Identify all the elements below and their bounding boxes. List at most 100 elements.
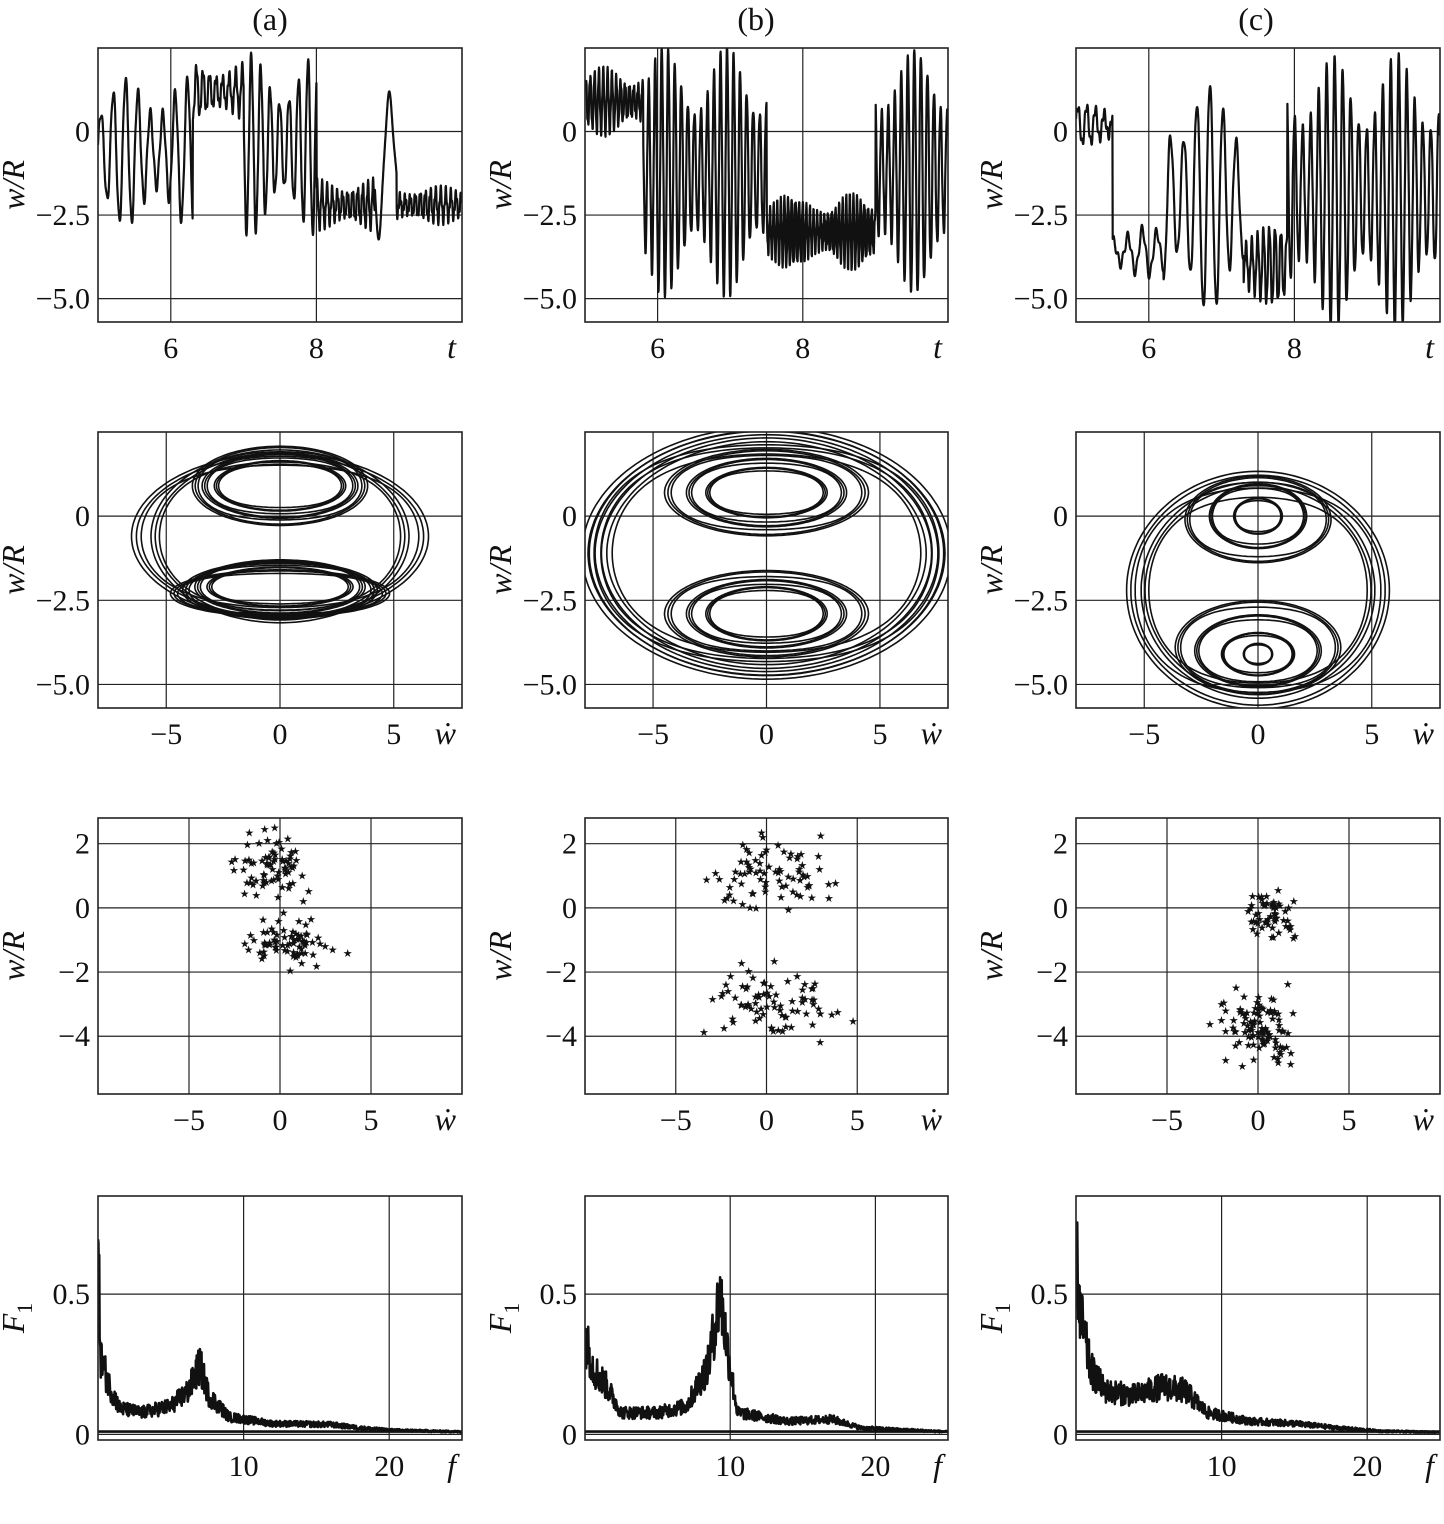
phase-orbit xyxy=(690,462,843,523)
poincare-point: ★ xyxy=(1252,997,1262,1009)
poincare-point: ★ xyxy=(777,882,787,894)
poincare-point: ★ xyxy=(289,934,299,946)
poincare-point: ★ xyxy=(1254,1004,1264,1016)
poincare-point: ★ xyxy=(1248,1040,1258,1052)
poincare-point: ★ xyxy=(1255,914,1265,926)
poincare-point: ★ xyxy=(257,953,267,965)
plot-frame xyxy=(1075,1195,1441,1441)
poincare-point: ★ xyxy=(751,903,761,915)
poincare-point: ★ xyxy=(759,868,769,880)
poincare-point: ★ xyxy=(752,1007,762,1019)
y-tick-label: 0 xyxy=(1053,892,1068,925)
y-tick-label: −5.0 xyxy=(1014,283,1068,316)
poincare-point: ★ xyxy=(738,839,748,851)
poincare-point: ★ xyxy=(1262,1036,1272,1048)
poincare-point: ★ xyxy=(1221,1055,1231,1067)
poincare-point: ★ xyxy=(291,952,301,964)
time-series-trace xyxy=(1076,52,1440,322)
poincare-point: ★ xyxy=(264,853,274,865)
poincare-point: ★ xyxy=(1249,1055,1259,1067)
x-tick-label: 5 xyxy=(364,1104,379,1137)
poincare-point: ★ xyxy=(783,904,793,916)
panel-phase-portrait-a: −5 0 5 0 −2.5 −5.0 ẇ w/R xyxy=(0,431,463,751)
poincare-point: ★ xyxy=(1288,1008,1298,1020)
poincare-point: ★ xyxy=(773,868,783,880)
poincare-point: ★ xyxy=(729,895,739,907)
poincare-point: ★ xyxy=(251,875,261,887)
poincare-point: ★ xyxy=(807,984,817,996)
poincare-point: ★ xyxy=(1254,892,1264,904)
y-tick-label: −2.5 xyxy=(523,584,577,617)
poincare-point: ★ xyxy=(1253,1008,1263,1020)
poincare-point: ★ xyxy=(242,877,252,889)
poincare-point: ★ xyxy=(827,1010,837,1022)
poincare-point: ★ xyxy=(1257,894,1267,906)
poincare-point: ★ xyxy=(743,1001,753,1013)
poincare-point: ★ xyxy=(1230,1026,1240,1038)
poincare-point: ★ xyxy=(1263,1027,1273,1039)
phase-orbit xyxy=(1184,475,1332,564)
y-tick-label: −5.0 xyxy=(36,668,90,701)
poincare-point: ★ xyxy=(289,861,299,873)
x-tick-label: 5 xyxy=(1342,1104,1357,1137)
poincare-point: ★ xyxy=(1271,903,1281,915)
phase-orbit xyxy=(201,452,359,520)
plot-frame xyxy=(584,431,949,709)
poincare-point: ★ xyxy=(769,996,779,1008)
poincare-point: ★ xyxy=(293,949,303,961)
poincare-point: ★ xyxy=(1257,891,1267,903)
poincare-point: ★ xyxy=(1219,998,1229,1010)
poincare-point: ★ xyxy=(1271,913,1281,925)
poincare-point: ★ xyxy=(741,984,751,996)
y-tick-label: −2.5 xyxy=(1014,584,1068,617)
poincare-point: ★ xyxy=(268,864,278,876)
poincare-point: ★ xyxy=(770,1002,780,1014)
y-tick-label: 0 xyxy=(562,500,577,533)
y-tick-label: 0 xyxy=(75,116,90,149)
phase-orbit xyxy=(600,447,933,660)
poincare-point: ★ xyxy=(702,874,712,886)
column-title-a: (a) xyxy=(252,1,288,37)
panel-poincare-a: ★★★★★★ ★★★★★★★★★★★ ★★★★★★ ★ ★★★★★★★★★★★ ★★★★★… xyxy=(0,817,463,1137)
phase-orbit xyxy=(1125,470,1391,708)
poincare-point: ★ xyxy=(1221,1006,1231,1018)
poincare-point: ★ xyxy=(1254,999,1264,1011)
poincare-point: ★ xyxy=(1243,906,1253,918)
phase-orbit xyxy=(206,457,354,515)
poincare-point: ★ xyxy=(799,871,809,883)
spectrum-trace xyxy=(585,1276,948,1434)
x-tick-label: 5 xyxy=(1364,718,1379,751)
poincare-point: ★ xyxy=(1258,1026,1268,1038)
poincare-point: ★ xyxy=(1248,891,1258,903)
poincare-point: ★ xyxy=(1279,915,1289,927)
poincare-point: ★ xyxy=(229,865,239,877)
poincare-point: ★ xyxy=(284,879,294,891)
y-tick-label: 0 xyxy=(1053,1418,1068,1451)
poincare-point: ★ xyxy=(269,847,279,859)
poincare-point: ★ xyxy=(815,1009,825,1021)
poincare-point: ★ xyxy=(249,935,259,947)
phase-orbit xyxy=(709,589,824,638)
poincare-point: ★ xyxy=(264,851,274,863)
poincare-point: ★ xyxy=(716,991,726,1003)
poincare-point: ★ xyxy=(797,997,807,1009)
poincare-point: ★ xyxy=(269,874,279,886)
x-tick-label: 20 xyxy=(1352,1450,1382,1483)
poincare-point: ★ xyxy=(1263,919,1273,931)
x-axis-label: t xyxy=(1425,329,1435,365)
x-axis-label: ẇ xyxy=(921,1101,943,1137)
phase-orbit xyxy=(594,433,939,673)
poincare-point: ★ xyxy=(259,878,269,890)
phase-orbit xyxy=(707,467,826,518)
poincare-point: ★ xyxy=(242,839,252,851)
poincare-point: ★ xyxy=(1246,903,1256,915)
poincare-point: ★ xyxy=(780,1011,790,1023)
poincare-point: ★ xyxy=(1248,924,1258,936)
poincare-point: ★ xyxy=(249,858,259,870)
poincare-point: ★ xyxy=(286,847,296,859)
poincare-point: ★ xyxy=(1253,1027,1263,1039)
poincare-point: ★ xyxy=(1250,1015,1260,1027)
y-tick-label: 0 xyxy=(562,116,577,149)
poincare-point: ★ xyxy=(273,874,283,886)
y-tick-label: 0 xyxy=(75,892,90,925)
